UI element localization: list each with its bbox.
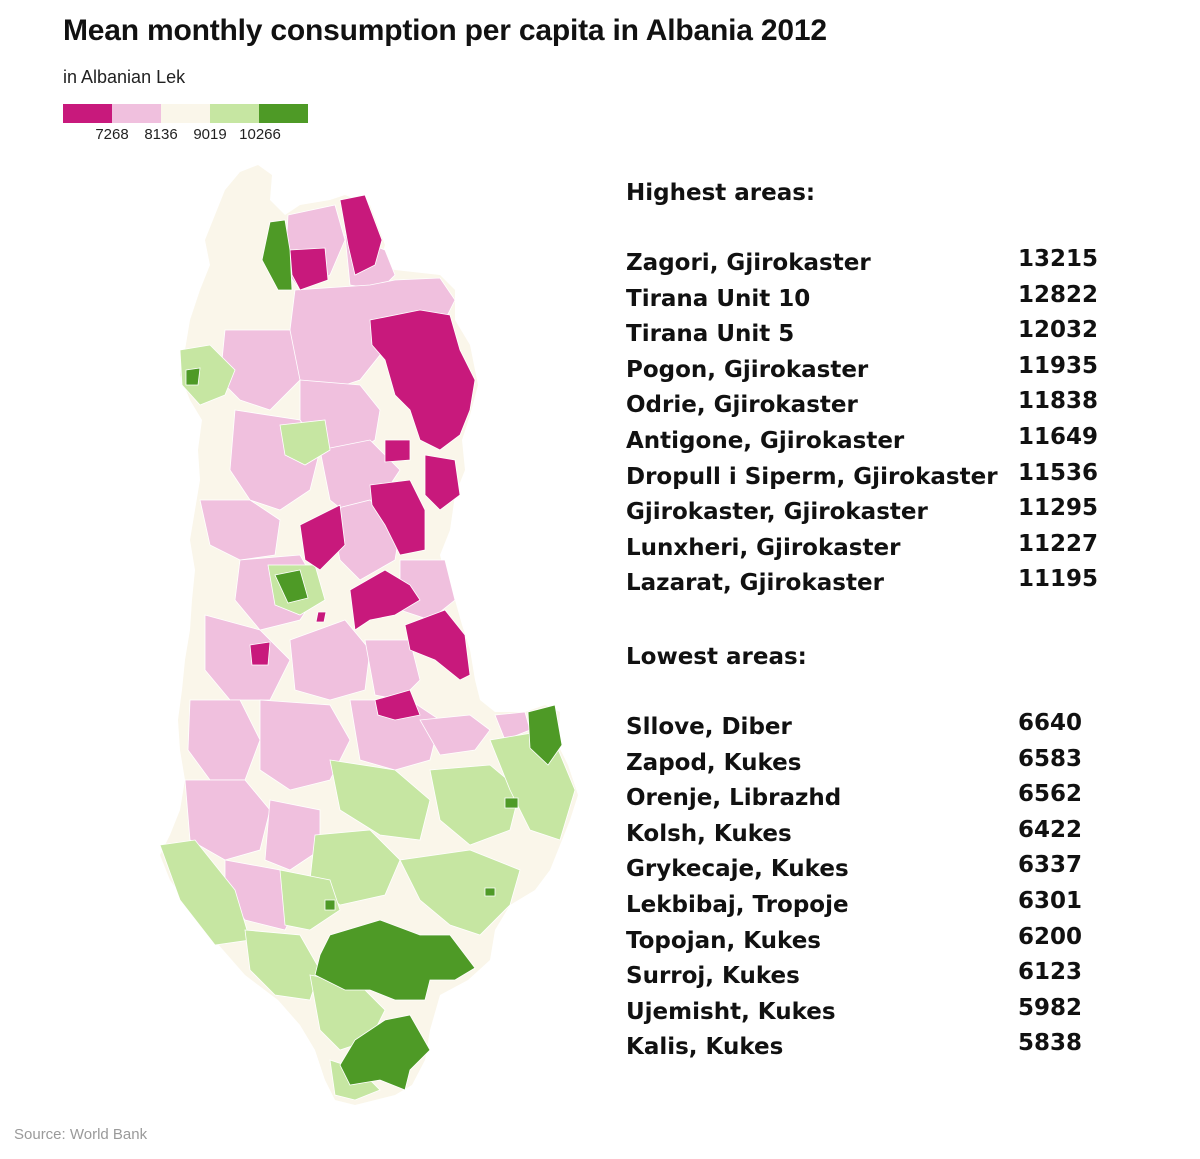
lowest-area-value: 6562 [1018,781,1083,808]
lowest-row: Ujemisht, Kukes 5982 [626,995,1146,1031]
lowest-row: Sllove, Diber 6640 [626,710,1146,746]
light-green-regions [159,344,576,1101]
lowest-area-value: 6301 [1018,888,1083,914]
highest-area-value: 11536 [1018,459,1099,486]
lowest-row: Orenje, Librazhd 6562 [626,781,1146,817]
lowest-area-name: Topojan, Kukes [626,927,821,954]
lowest-row: Kalis, Kukes 5838 [626,1030,1146,1066]
lowest-row: Topojan, Kukes 6200 [626,924,1146,960]
lowest-area-value: 6200 [1018,923,1083,950]
highest-row: Zagori, Gjirokaster 13215 [626,246,1146,282]
albania-choropleth-map [159,165,578,1105]
legend-thresholds: 7268 8136 9019 10266 [0,126,400,146]
legend-swatch-4 [210,104,259,123]
highest-area-name: Tirana Unit 5 [626,321,795,348]
lowest-heading: Lowest areas: [626,644,807,670]
highest-row: Gjirokaster, Gjirokaster 11295 [626,495,1146,531]
highest-area-value: 11295 [1018,495,1099,522]
highest-area-value: 12822 [1018,281,1099,308]
chart-title: Mean monthly consumption per capita in A… [63,14,827,47]
lowest-area-name: Sllove, Diber [626,714,792,740]
highest-area-name: Lunxheri, Gjirokaster [626,534,901,561]
highest-area-value: 11195 [1018,566,1099,593]
lowest-area-name: Grykecaje, Kukes [626,856,849,883]
highest-row: Tirana Unit 10 12822 [626,282,1146,318]
light-pink-regions [184,204,531,931]
lowest-area-name: Ujemisht, Kukes [626,998,836,1025]
source-note: Source: World Bank [14,1126,148,1143]
highest-area-name: Antigone, Gjirokaster [626,428,905,454]
highest-row: Tirana Unit 5 12032 [626,317,1146,353]
magenta-regions [249,194,476,721]
lowest-area-value: 6337 [1018,852,1083,879]
highest-heading: Highest areas: [626,180,816,206]
highest-area-name: Tirana Unit 10 [626,285,811,312]
lowest-area-name: Kolsh, Kukes [626,820,792,847]
highest-row: Odrie, Gjirokaster 11838 [626,388,1146,424]
color-legend [63,104,308,123]
lowest-area-value: 6422 [1018,816,1083,843]
highest-area-value: 11935 [1018,352,1099,379]
highest-area-name: Gjirokaster, Gjirokaster [626,499,928,526]
legend-swatch-2 [112,104,161,123]
lowest-row: Kolsh, Kukes 6422 [626,817,1146,853]
dark-green-regions [185,219,563,1091]
legend-threshold-2: 8136 [144,126,178,143]
lowest-area-name: Zapod, Kukes [626,749,802,776]
highest-area-name: Lazarat, Gjirokaster [626,570,884,597]
legend-swatch-5 [259,104,308,123]
highest-row: Pogon, Gjirokaster 11935 [626,353,1146,389]
legend-swatch-1 [63,104,112,123]
chart-subtitle: in Albanian Lek [63,67,186,87]
lowest-area-name: Orenje, Librazhd [626,785,842,812]
highest-area-name: Zagori, Gjirokaster [626,250,871,276]
lowest-area-value: 6640 [1018,710,1083,736]
legend-threshold-4: 10266 [239,126,281,143]
legend-threshold-1: 7268 [95,126,129,143]
lowest-row: Zapod, Kukes 6583 [626,746,1146,782]
highest-area-name: Odrie, Gjirokaster [626,392,858,419]
legend-swatch-3 [161,104,210,123]
lowest-area-name: Lekbibaj, Tropoje [626,892,849,918]
highest-area-value: 11227 [1018,530,1099,557]
highest-area-name: Pogon, Gjirokaster [626,356,869,383]
highest-area-value: 13215 [1018,246,1099,272]
lowest-row: Grykecaje, Kukes 6337 [626,852,1146,888]
highest-area-value: 12032 [1018,317,1099,344]
lowest-row: Surroj, Kukes 6123 [626,959,1146,995]
lowest-area-value: 5982 [1018,994,1083,1021]
legend-threshold-3: 9019 [193,126,227,143]
highest-area-value: 11649 [1018,424,1099,450]
highest-row: Dropull i Siperm, Gjirokaster 11536 [626,460,1146,496]
lowest-area-name: Surroj, Kukes [626,963,800,990]
highest-row: Lunxheri, Gjirokaster 11227 [626,531,1146,567]
lowest-area-value: 6123 [1018,959,1083,986]
lowest-area-value: 6583 [1018,745,1083,772]
lowest-area-name: Kalis, Kukes [626,1034,784,1061]
highest-area-value: 11838 [1018,388,1099,415]
highest-row: Lazarat, Gjirokaster 11195 [626,566,1146,602]
highest-area-name: Dropull i Siperm, Gjirokaster [626,463,998,490]
lowest-row: Lekbibaj, Tropoje 6301 [626,888,1146,924]
highest-row: Antigone, Gjirokaster 11649 [626,424,1146,460]
lowest-area-value: 5838 [1018,1030,1083,1057]
